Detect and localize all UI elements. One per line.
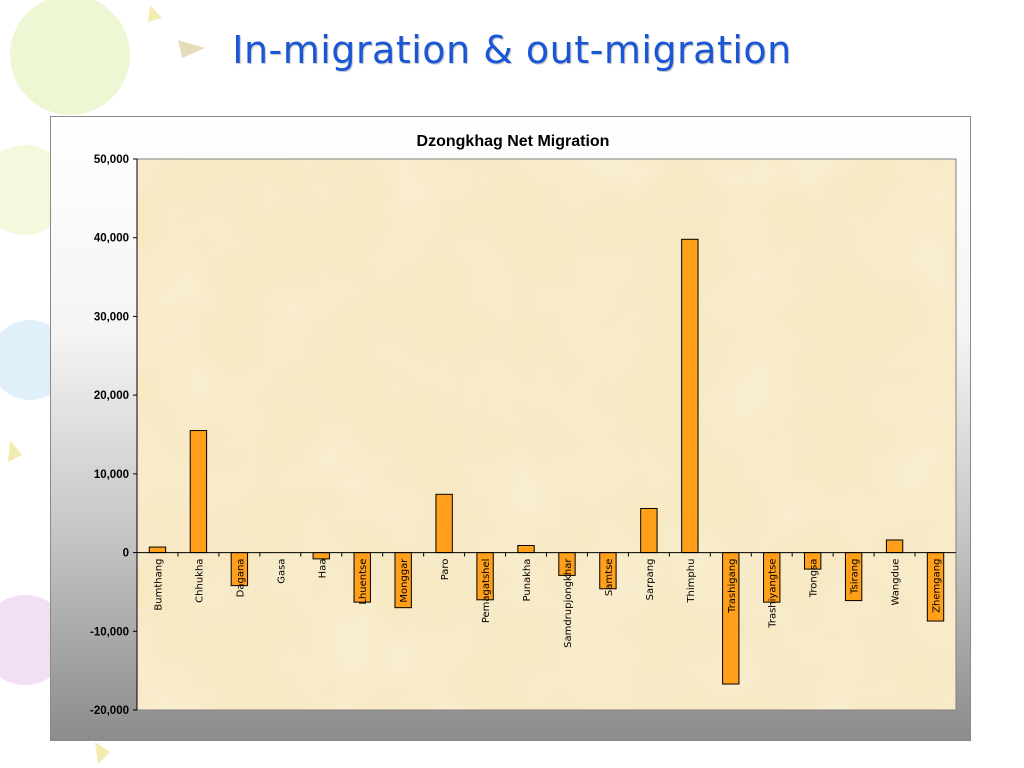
x-tick-label: Trashiyangtse	[768, 559, 779, 629]
x-tick-label: Sarpang	[645, 559, 656, 601]
y-tick-label: 0	[123, 548, 129, 560]
net-migration-chart: Dzongkhag Net Migration 50,000 40,000 30,0…	[90, 133, 957, 717]
x-tick-label: Wangdue	[891, 559, 902, 606]
bar	[681, 238, 699, 554]
y-tick-label: 50,000	[94, 154, 129, 166]
x-tick-label: Tsirang	[850, 559, 861, 595]
x-tick-label: Bumthang	[153, 559, 164, 611]
y-tick-label: 20,000	[94, 390, 129, 402]
x-tick-label: Trongsa	[809, 559, 820, 599]
bar	[640, 507, 658, 554]
x-tick-label: Zhemgang	[932, 559, 943, 613]
y-tick-label: -20,000	[90, 705, 129, 717]
bar	[885, 539, 904, 554]
x-tick-label: Pemagatshel	[481, 559, 492, 624]
y-tick-label: 40,000	[94, 233, 129, 245]
x-tick-label: Thimphu	[686, 559, 697, 604]
x-tick-label: Chhukha	[194, 559, 205, 603]
x-tick-label: Paro	[440, 559, 451, 581]
x-tick-label: Punakha	[522, 559, 533, 602]
decor-sparkle	[95, 742, 110, 764]
bar	[148, 546, 167, 554]
x-tick-label: Samdrupjongkhar	[563, 558, 574, 648]
bar	[312, 552, 330, 560]
decor-balloon	[10, 0, 130, 115]
bar	[189, 430, 208, 554]
y-tick-label: 10,000	[94, 469, 129, 481]
decor-sparkle	[178, 40, 205, 58]
y-tick-label: -10,000	[90, 626, 129, 638]
chart-title: Dzongkhag Net Migration	[417, 133, 610, 150]
plot-area: 50,000 40,000 30,000 20,000 10,000 0 -10,000 -2…	[90, 154, 957, 717]
x-tick-label: Samtse	[604, 559, 615, 597]
x-tick-label: Gasa	[276, 559, 287, 584]
chart-container: Dzongkhag Net Migration 50,000 40,000 30,0…	[50, 116, 971, 741]
x-tick-label: Dagana	[235, 559, 246, 598]
bar	[517, 544, 535, 554]
decor-sparkle	[8, 440, 22, 462]
bar	[435, 493, 453, 554]
x-tick-label: Monggar	[399, 558, 410, 603]
slide-title: In-migration & out-migration	[232, 28, 792, 72]
y-tick-label: 30,000	[94, 311, 129, 323]
decor-sparkle	[148, 5, 162, 22]
plot-texture	[137, 159, 956, 710]
x-tick-label: Haa	[317, 559, 328, 579]
x-tick-label: Trashigang	[727, 559, 738, 614]
x-tick-label: Lhuentse	[358, 559, 369, 605]
